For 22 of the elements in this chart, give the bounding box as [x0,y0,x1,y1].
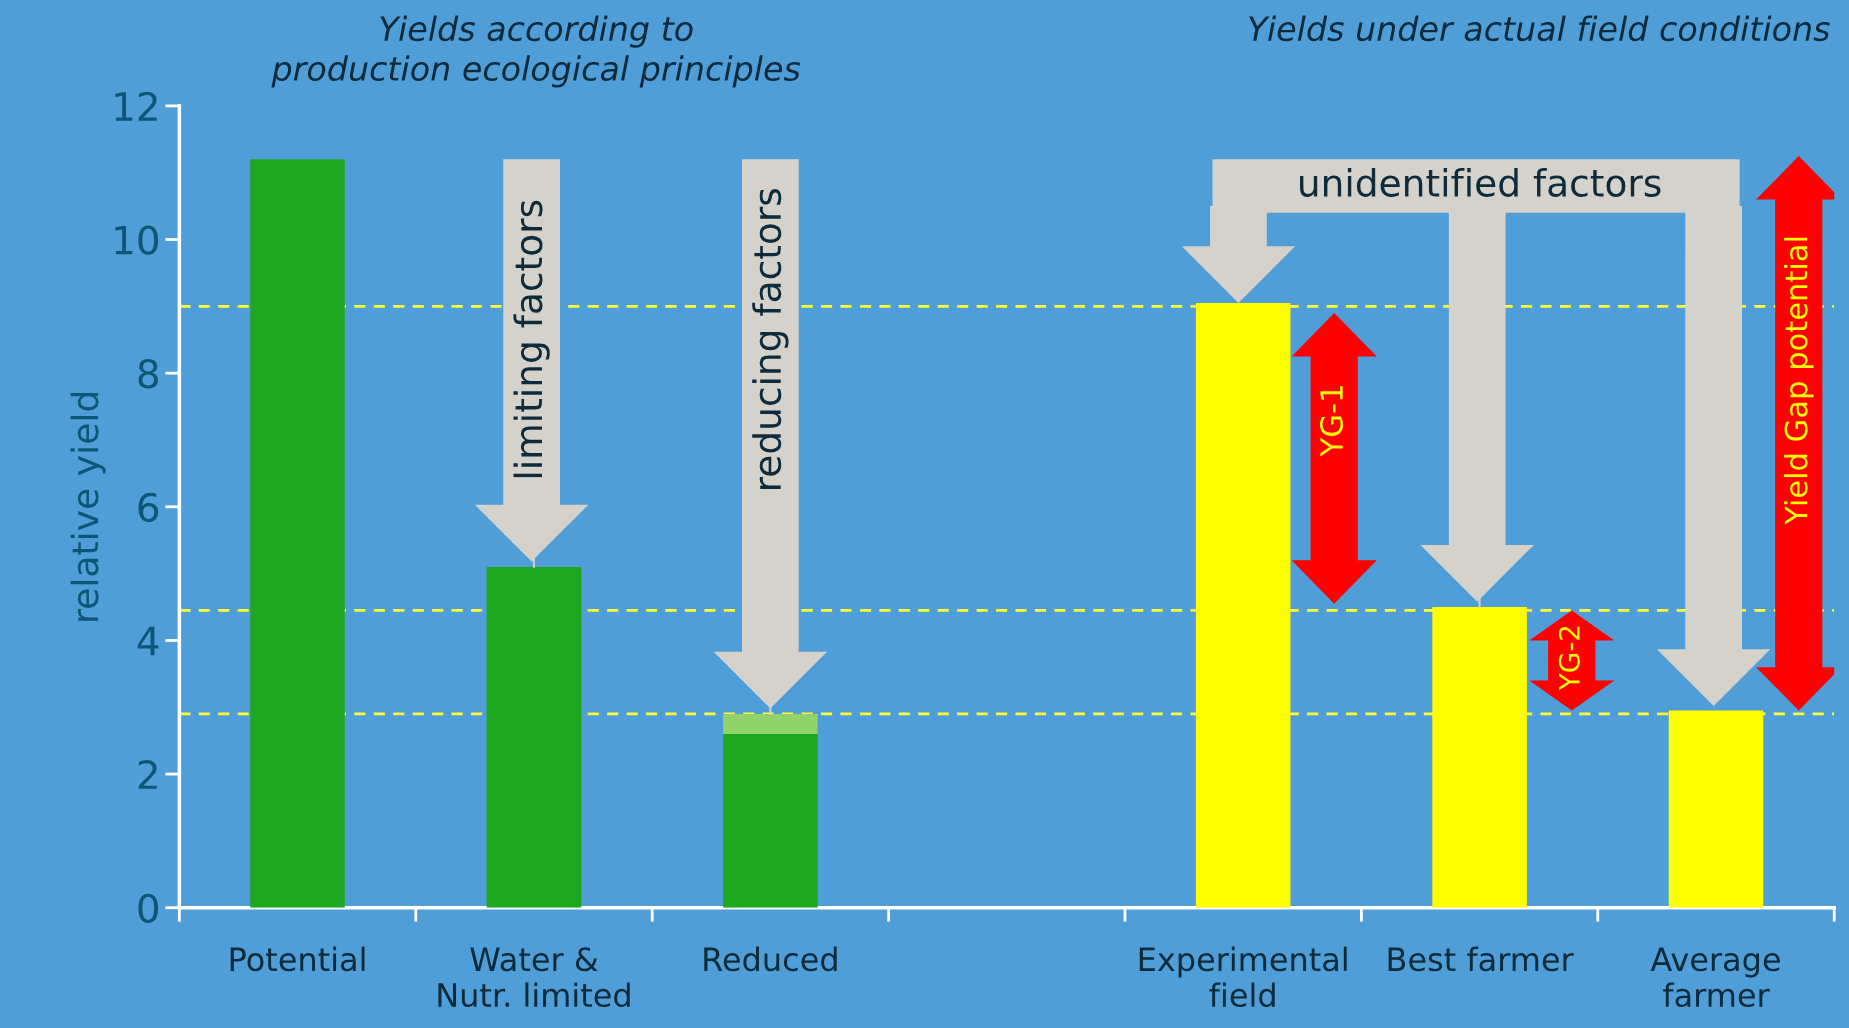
y-axis-title: relative yield [70,392,106,621]
x-tick-label: Experimental field [1139,946,1347,1008]
x-tick-label: Average farmer [1650,947,1780,1008]
chart-title: Yields according to production ecological principles [271,15,801,88]
y-tick-label: 2 [138,760,157,789]
annotation: reducing factors [752,189,789,489]
y-tick-label: 6 [138,492,159,523]
x-tick-label: Reduced [704,946,837,972]
x-tick-label: Best farmer [1388,946,1574,972]
annotation: unidentified factors [1300,167,1661,197]
y-tick-label: 10 [115,225,159,255]
annotation: Yield Gap potential [1783,237,1814,525]
annotation: YG-1 [1319,386,1344,457]
annotation: limiting factors [513,200,550,478]
x-tick-label: Water & Nutr. limited [438,947,630,1008]
chart-subtitle: Yields under actual field conditions [1249,15,1830,42]
y-tick-label: 12 [115,91,157,121]
x-tick-label: Potential [230,946,365,972]
y-tick-label: 0 [138,893,159,924]
y-tick-label: 8 [138,359,158,389]
annotation: YG-2 [1558,626,1580,691]
y-tick-label: 4 [137,626,159,656]
